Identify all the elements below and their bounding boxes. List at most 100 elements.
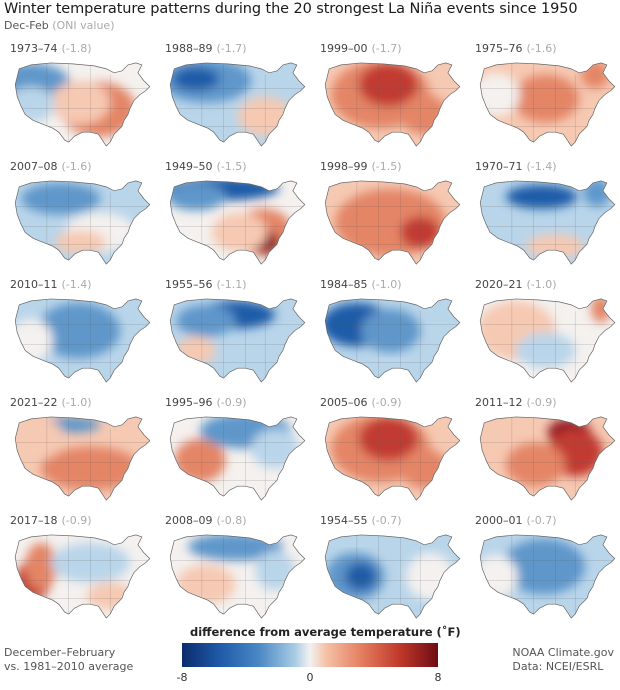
us-outline [479, 416, 616, 501]
us-temperature-map [169, 180, 306, 265]
map-panel: 1975–76 (-1.6) [469, 38, 620, 152]
panel-oni-value: (-0.9) [526, 396, 557, 409]
map-panel: 2011–12 (-0.9) [469, 392, 620, 506]
panel-oni-value: (-1.5) [216, 160, 247, 173]
panel-label: 2020–21 (-1.0) [475, 278, 557, 291]
panel-label: 1954–55 (-0.7) [320, 514, 402, 527]
map-panel: 2005–06 (-0.9) [314, 392, 469, 506]
anomaly-region [515, 332, 576, 369]
panel-oni-value: (-1.8) [61, 42, 92, 55]
us-outline [479, 298, 616, 383]
anomaly-region [480, 72, 520, 117]
anomaly-region [172, 66, 220, 91]
us-temperature-map [479, 298, 616, 383]
us-outline [324, 416, 461, 501]
anomaly-region [501, 538, 586, 595]
panel-oni-value: (-1.0) [371, 278, 402, 291]
page-title: Winter temperature patterns during the 2… [4, 1, 578, 17]
panel-year: 1995–96 [165, 396, 213, 409]
panel-label: 1999–00 (-1.7) [320, 42, 402, 55]
us-temperature-map [324, 298, 461, 383]
us-temperature-map [324, 416, 461, 501]
panel-year: 1988–89 [165, 42, 213, 55]
panel-year: 1999–00 [320, 42, 368, 55]
us-outline [14, 534, 151, 619]
panel-label: 1949–50 (-1.5) [165, 160, 247, 173]
anomaly-region [505, 442, 566, 487]
us-outline [14, 180, 151, 265]
anomaly-region [400, 448, 448, 489]
anomaly-region [505, 184, 578, 209]
map-panel: 1970–71 (-1.4) [469, 156, 620, 270]
us-temperature-map [479, 62, 616, 147]
panel-oni-value: (-1.4) [61, 278, 92, 291]
panel-oni-value: (-0.7) [371, 514, 402, 527]
panel-label: 1973–74 (-1.8) [10, 42, 92, 55]
panel-label: 2005–06 (-0.9) [320, 396, 402, 409]
panel-label: 2011–12 (-0.9) [475, 396, 557, 409]
us-temperature-map [14, 416, 151, 501]
anomaly-region [176, 336, 216, 365]
us-temperature-map [14, 298, 151, 383]
map-panel: 2008–09 (-0.8) [159, 510, 314, 624]
us-outline [479, 180, 616, 265]
anomaly-region [255, 550, 295, 591]
footer-note-line-1: December–February [4, 646, 116, 659]
us-temperature-map [479, 180, 616, 265]
us-outline [479, 62, 616, 147]
legend-tick-min: -8 [176, 671, 188, 684]
map-panel: 2010–11 (-1.4) [4, 274, 159, 388]
anomaly-region [50, 542, 131, 583]
panel-label: 1970–71 (-1.4) [475, 160, 557, 173]
panel-label: 2007–08 (-1.6) [10, 160, 92, 173]
anomaly-region [50, 80, 111, 125]
footer-credit-line-1: NOAA Climate.gov [512, 646, 614, 659]
panel-year: 2010–11 [10, 278, 58, 291]
panel-year: 2011–12 [475, 396, 523, 409]
anomaly-region [591, 298, 611, 323]
panel-year: 1949–50 [165, 160, 213, 173]
panel-year: 2021–22 [10, 396, 58, 409]
panel-year: 1973–74 [10, 42, 58, 55]
legend-tick-zero: 0 [306, 671, 314, 684]
map-panel: 1999–00 (-1.7) [314, 38, 469, 152]
us-temperature-map [169, 416, 306, 501]
panel-oni-value: (-0.9) [61, 514, 92, 527]
map-panel: 1954–55 (-0.7) [314, 510, 469, 624]
us-temperature-map [169, 62, 306, 147]
panel-oni-value: (-1.0) [526, 278, 557, 291]
panel-oni-value: (-1.7) [216, 42, 247, 55]
us-outline [169, 298, 306, 383]
us-outline [324, 298, 461, 383]
panel-oni-value: (-1.4) [526, 160, 557, 173]
legend-tick-max: 8 [434, 671, 442, 684]
us-outline [14, 416, 151, 501]
panel-label: 2017–18 (-0.9) [10, 514, 92, 527]
anomaly-region [358, 416, 419, 461]
anomaly-region [21, 182, 101, 215]
us-outline [169, 534, 306, 619]
us-temperature-map [14, 180, 151, 265]
anomaly-region [211, 212, 268, 253]
anomaly-region [400, 216, 440, 249]
panel-oni-value: (-0.9) [371, 396, 402, 409]
panel-label: 1955–56 (-1.1) [165, 278, 247, 291]
anomaly-region [170, 182, 226, 211]
anomaly-region [360, 308, 421, 353]
anomaly-region [511, 74, 580, 123]
us-temperature-map [14, 534, 151, 619]
panel-year: 2020–21 [475, 278, 523, 291]
panel-oni-value: (-1.1) [216, 278, 247, 291]
anomaly-region [358, 62, 419, 107]
us-temperature-map [479, 534, 616, 619]
anomaly-region [15, 86, 55, 123]
map-panel: 2000–01 (-0.7) [469, 510, 620, 624]
us-outline [324, 62, 461, 147]
us-temperature-map [324, 534, 461, 619]
panel-year: 1954–55 [320, 514, 368, 527]
panel-oni-value: (-1.6) [526, 42, 557, 55]
map-panel: 2007–08 (-1.6) [4, 156, 159, 270]
footer-note-line-2: vs. 1981–2010 average [4, 660, 134, 673]
anomaly-region [36, 302, 121, 359]
us-outline [169, 62, 306, 147]
